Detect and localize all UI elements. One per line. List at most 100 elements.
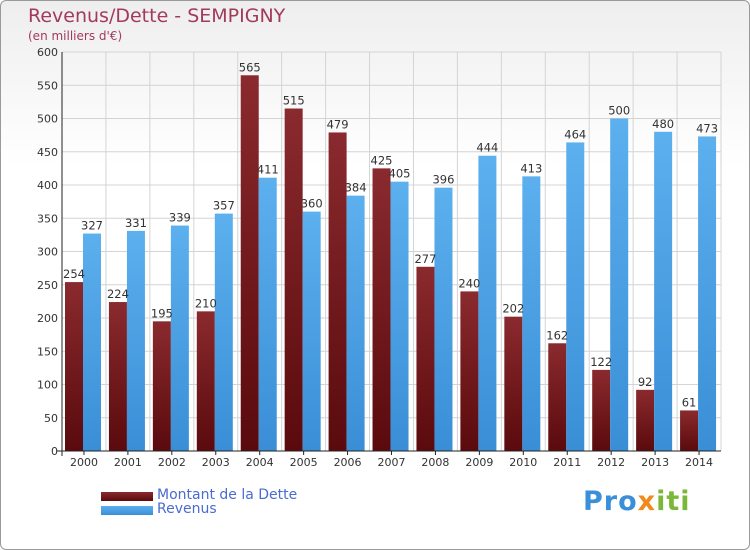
y-tick-label: 300 xyxy=(37,246,58,259)
data-label-debt: 240 xyxy=(458,276,480,290)
x-tick-label: 2012 xyxy=(597,456,625,469)
bar-revenus-2002 xyxy=(170,225,189,451)
x-tick-label: 2014 xyxy=(685,456,713,469)
legend-swatch-debt xyxy=(101,492,153,501)
bar-debt-2002 xyxy=(152,321,171,451)
x-tick-label: 2011 xyxy=(553,456,581,469)
data-label-debt: 162 xyxy=(546,328,568,342)
data-label-debt: 254 xyxy=(63,267,85,281)
data-label-revenus: 444 xyxy=(476,141,498,155)
data-label-debt: 195 xyxy=(151,306,173,320)
y-tick-label: 600 xyxy=(37,46,58,59)
data-label-debt: 61 xyxy=(682,395,697,409)
data-label-revenus: 327 xyxy=(81,219,103,233)
x-tick-label: 2010 xyxy=(509,456,537,469)
data-label-debt: 515 xyxy=(283,94,305,108)
bar-revenus-2006 xyxy=(346,195,365,451)
data-label-revenus: 500 xyxy=(608,104,630,118)
bar-debt-2011 xyxy=(548,343,567,451)
bar-debt-2000 xyxy=(65,282,83,451)
data-label-revenus: 473 xyxy=(696,121,718,135)
x-tick-label: 2000 xyxy=(70,456,98,469)
bar-revenus-2014 xyxy=(698,136,717,451)
x-tick-label: 2006 xyxy=(334,456,362,469)
x-tick-label: 2009 xyxy=(465,456,493,469)
legend-label-debt: Montant de la Dette xyxy=(157,487,298,503)
data-label-revenus: 413 xyxy=(520,161,542,175)
data-label-debt: 425 xyxy=(371,153,393,167)
bar-revenus-2007 xyxy=(390,181,409,452)
bar-revenus-2003 xyxy=(214,213,233,451)
logo-part-1: Pro xyxy=(583,486,638,517)
bar-revenus-2012 xyxy=(610,118,629,451)
x-tick-label: 2003 xyxy=(202,456,230,469)
bar-debt-2012 xyxy=(592,369,611,451)
x-tick-label: 2004 xyxy=(246,456,274,469)
bar-debt-2006 xyxy=(328,132,347,451)
y-tick-label: 500 xyxy=(37,113,58,126)
bar-revenus-2013 xyxy=(654,131,673,452)
x-tick-label: 2001 xyxy=(114,456,142,469)
data-label-revenus: 331 xyxy=(125,216,147,230)
chart-title: Revenus/Dette - SEMPIGNY xyxy=(28,5,286,27)
x-tick-label: 2007 xyxy=(378,456,406,469)
y-tick-label: 0 xyxy=(51,445,58,458)
bar-revenus-2004 xyxy=(258,177,277,451)
data-label-revenus: 360 xyxy=(301,197,323,211)
bar-debt-2003 xyxy=(196,311,215,451)
data-label-revenus: 411 xyxy=(257,163,279,177)
data-label-debt: 92 xyxy=(638,375,653,389)
data-label-debt: 277 xyxy=(414,252,436,266)
bar-revenus-2005 xyxy=(302,211,321,451)
logo-part-2: x xyxy=(637,486,657,517)
legend-swatch-revenus xyxy=(101,506,153,515)
y-tick-label: 250 xyxy=(37,279,58,292)
bar-debt-2008 xyxy=(416,266,435,451)
data-label-revenus: 480 xyxy=(652,117,674,131)
bar-debt-2014 xyxy=(680,410,699,451)
bar-debt-2013 xyxy=(636,389,655,451)
y-tick-label: 150 xyxy=(37,345,58,358)
data-label-revenus: 357 xyxy=(213,199,235,213)
data-label-debt: 210 xyxy=(195,296,217,310)
bar-revenus-2008 xyxy=(434,187,453,451)
y-tick-label: 450 xyxy=(37,146,58,159)
y-tick-label: 100 xyxy=(37,379,58,392)
logo-part-3: iti xyxy=(656,486,691,517)
y-tick-label: 200 xyxy=(37,312,58,325)
data-label-debt: 122 xyxy=(590,355,612,369)
data-label-revenus: 384 xyxy=(345,181,367,195)
bar-revenus-2001 xyxy=(126,230,145,451)
legend-label-revenus: Revenus xyxy=(157,501,217,517)
proxiti-logo: Proxiti xyxy=(583,486,691,517)
x-tick-label: 2002 xyxy=(158,456,186,469)
chart-subtitle: (en milliers d'€) xyxy=(28,29,123,43)
bar-debt-2010 xyxy=(504,316,523,451)
y-tick-label: 350 xyxy=(37,212,58,225)
x-tick-label: 2008 xyxy=(421,456,449,469)
bar-revenus-2010 xyxy=(522,176,541,452)
y-tick-label: 400 xyxy=(37,179,58,192)
bar-revenus-2000 xyxy=(83,233,101,451)
bar-debt-2001 xyxy=(108,302,127,451)
data-label-revenus: 339 xyxy=(169,211,191,225)
y-tick-label: 550 xyxy=(37,79,58,92)
data-label-debt: 565 xyxy=(239,60,261,74)
data-label-debt: 202 xyxy=(502,302,524,316)
bar-revenus-2011 xyxy=(566,142,585,451)
bar-debt-2004 xyxy=(240,75,259,452)
bar-debt-2009 xyxy=(460,291,479,451)
x-tick-label: 2013 xyxy=(641,456,669,469)
data-label-revenus: 396 xyxy=(432,173,454,187)
y-tick-label: 50 xyxy=(44,412,58,425)
data-label-revenus: 464 xyxy=(564,127,586,141)
data-label-debt: 479 xyxy=(327,117,349,131)
bar-revenus-2009 xyxy=(478,155,497,452)
data-label-revenus: 405 xyxy=(389,167,411,181)
x-tick-label: 2005 xyxy=(290,456,318,469)
bar-debt-2007 xyxy=(372,168,391,451)
bar-debt-2005 xyxy=(284,108,303,452)
data-label-debt: 224 xyxy=(107,287,129,301)
